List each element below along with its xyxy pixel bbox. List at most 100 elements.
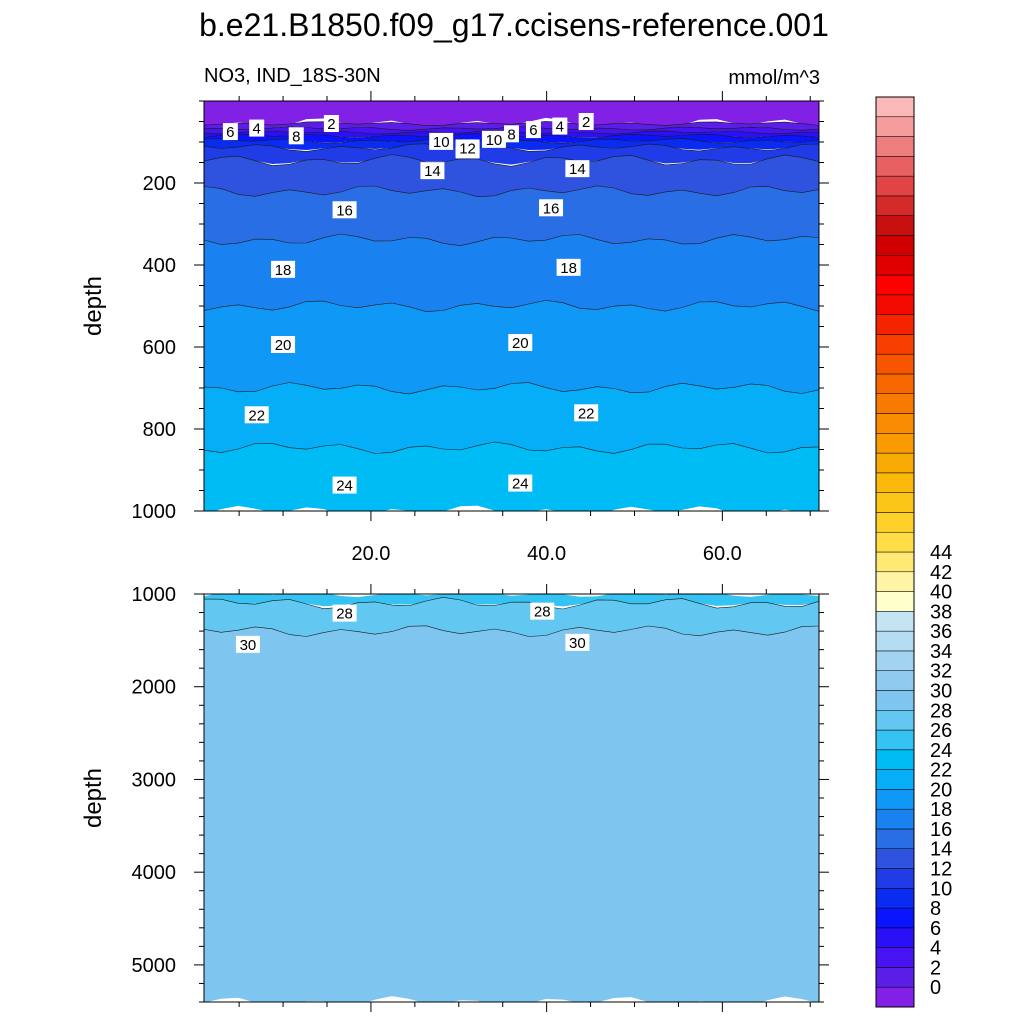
contour-label-text: 4 <box>556 119 564 136</box>
colorbar-swatch <box>875 472 915 493</box>
colorbar-swatch <box>875 156 915 177</box>
contour-line <box>204 143 819 152</box>
contour-label: 22 <box>574 404 599 422</box>
colorbar-swatch <box>875 373 915 394</box>
contour-label: 14 <box>565 160 590 178</box>
contour-label-box <box>271 336 296 353</box>
contour-label-text: 18 <box>275 262 292 279</box>
y-tick-label: 1000 <box>132 501 177 523</box>
colorbar-swatch <box>875 334 915 355</box>
contour-label: 24 <box>508 474 533 493</box>
contour-label-box <box>552 117 568 135</box>
colorbar-tick-label: 26 <box>930 720 952 742</box>
colorbar-swatch <box>875 650 915 671</box>
colorbar-swatch <box>875 452 915 474</box>
colorbar-tick-label: 8 <box>930 898 941 920</box>
contour-label-box <box>244 406 269 424</box>
contour-label: 6 <box>525 121 541 139</box>
contour-label-box <box>455 139 480 157</box>
contour-label-text: 30 <box>240 637 257 654</box>
contour-label: 28 <box>530 602 555 621</box>
contour-label: 10 <box>429 132 454 151</box>
contour-label-box <box>288 127 304 145</box>
top-depth-axis-label: depth <box>80 276 107 336</box>
contour-label-text: 8 <box>292 128 300 145</box>
contour-label: 2 <box>578 113 594 131</box>
x-tick-label: 20.0 <box>351 543 390 565</box>
units-label: mmol/m^3 <box>728 67 820 89</box>
colorbar-swatch <box>875 630 915 652</box>
colorbar-swatch <box>875 353 915 375</box>
contour-label-box <box>332 604 357 622</box>
colorbar-swatch <box>875 729 915 751</box>
colorbar-swatch <box>875 591 915 612</box>
contour-label-box <box>249 119 265 137</box>
contour-label-text: 20 <box>512 335 529 352</box>
contour-label: 30 <box>565 633 590 652</box>
contour-label-text: 28 <box>534 604 551 621</box>
colorbar-swatch <box>875 116 915 137</box>
contour-band <box>204 625 819 1002</box>
contour-label-box <box>420 162 445 180</box>
contour-label-box <box>565 633 590 651</box>
colorbar-swatch <box>875 927 915 948</box>
contour-label-text: 6 <box>529 122 537 139</box>
contour-label: 14 <box>420 162 445 180</box>
x-tick-label: 60.0 <box>703 543 742 565</box>
contour-label-box <box>565 160 590 178</box>
colorbar-swatch <box>875 670 915 691</box>
contour-label-box <box>556 258 581 276</box>
contour-label: 20 <box>508 334 533 352</box>
colorbar-swatch <box>875 531 915 553</box>
axis-tick-labels: 20.0 40.0 60.0 200 400 600 800 1000 1000 2000 3000… <box>132 173 742 977</box>
contour-label-text: 24 <box>336 478 353 495</box>
contour-label: 6 <box>222 123 238 141</box>
colorbar-swatch <box>875 393 915 414</box>
colorbar-swatch <box>875 294 915 315</box>
colorbar-swatch <box>875 571 915 592</box>
contour-label: 22 <box>244 406 269 424</box>
colorbar-tick-label: 20 <box>930 779 952 801</box>
colorbar-swatch <box>875 986 915 1008</box>
colorbar-tick-label: 4 <box>930 938 941 960</box>
colorbar-tick-label: 42 <box>930 562 952 584</box>
contour-label: 28 <box>332 604 357 623</box>
contour-band <box>204 382 819 454</box>
contour-label: 8 <box>504 125 519 143</box>
top-contour-labels: 2244668810101212141416161818202022222424 <box>222 113 599 495</box>
axis-ticks <box>194 91 829 1012</box>
contour-label: 16 <box>332 201 357 219</box>
contour-label: 10 <box>481 130 506 149</box>
colorbar-swatch <box>875 611 915 632</box>
colorbar-swatch <box>875 710 915 731</box>
contour-line <box>204 185 819 198</box>
y-tick-label: 1000 <box>132 584 177 606</box>
y-tick-label: 3000 <box>132 769 177 791</box>
contour-band <box>204 143 819 165</box>
colorbar-tick-label: 14 <box>930 839 952 861</box>
contour-label-text: 30 <box>569 635 586 652</box>
contour-line <box>204 596 819 610</box>
contour-label-text: 8 <box>507 126 515 143</box>
contour-label-box <box>508 334 533 351</box>
contour-label-box <box>574 404 599 422</box>
colorbar-swatch <box>875 512 915 533</box>
contour-label-text: 10 <box>433 134 450 151</box>
contour-label-text: 10 <box>486 132 503 149</box>
colorbar-tick-label: 12 <box>930 859 952 881</box>
colorbar-tick-label: 32 <box>930 661 952 683</box>
colorbar-swatch <box>875 769 915 790</box>
colorbar-tick-label: 16 <box>930 819 952 841</box>
contour-line <box>204 625 819 637</box>
bottom-depth-axis-label: depth <box>80 768 107 828</box>
colorbar-tick-label: 22 <box>930 760 952 782</box>
colorbar-swatch <box>875 947 915 968</box>
contour-band <box>204 234 819 312</box>
colorbar-swatch <box>875 215 915 236</box>
contour-label: 24 <box>332 476 357 495</box>
colorbar-tick-label: 36 <box>930 621 952 643</box>
contour-label-box <box>323 115 339 133</box>
colorbar: 0246810121416182022242628303234363840424… <box>875 96 952 1008</box>
y-tick-label: 600 <box>143 337 176 359</box>
contour-label-text: 22 <box>248 407 265 424</box>
